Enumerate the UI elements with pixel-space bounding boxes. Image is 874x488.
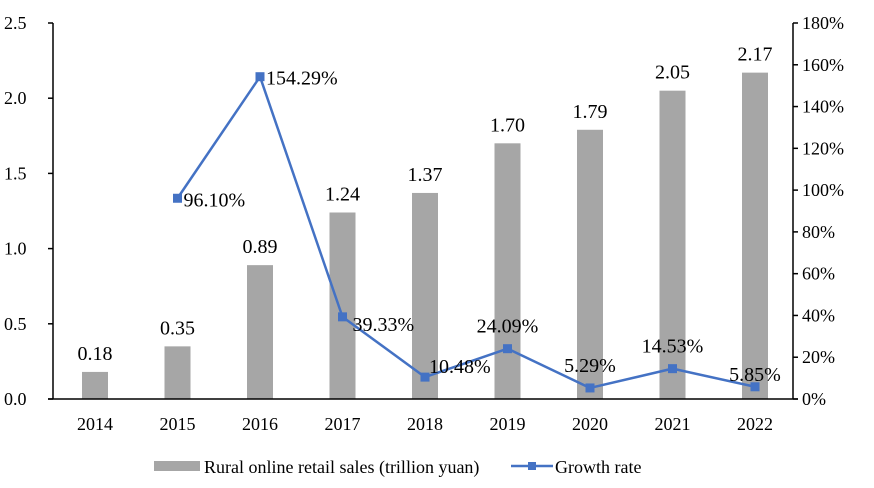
legend-label-line: Growth rate (555, 457, 641, 477)
bar-2015 (164, 346, 191, 399)
bar-label-2021: 2.05 (655, 62, 690, 84)
left-tick-label: 1.0 (4, 239, 27, 259)
axes: 0.0 0.5 1.0 1.5 2.0 2.5 0% 20% 40% 60% 80% 100% 120%… (4, 13, 844, 434)
legend-label-bars: Rural online retail sales (trillion yuan… (204, 457, 479, 478)
bar-series (82, 72, 768, 400)
right-tick-label: 140% (802, 97, 844, 117)
x-tick-label-2022: 2022 (737, 414, 773, 434)
legend-swatch-bars (154, 461, 200, 471)
x-tick-label-2020: 2020 (572, 414, 608, 434)
left-tick-label: 2.0 (4, 88, 27, 108)
line-label-2018: 10.48% (429, 356, 491, 378)
bar-label-2016: 0.89 (243, 236, 278, 258)
right-tick-label: 40% (802, 305, 835, 325)
left-tick-label: 0.0 (4, 389, 27, 409)
line-marker-2015 (173, 193, 182, 203)
line-data-labels: 96.10% 154.29% 39.33% 10.48% 24.09% 5.29% 14.5… (184, 68, 781, 386)
line-marker-2017 (338, 312, 347, 322)
bar-data-labels: 0.18 0.35 0.89 1.24 1.37 1.70 1.79 2.05 2.17 (78, 44, 773, 365)
bar-2022 (742, 72, 768, 399)
line-label-2020: 5.29% (564, 355, 616, 377)
line-series (173, 72, 760, 393)
right-tick-label: 120% (802, 138, 844, 158)
legend: Rural online retail sales (trillion yuan… (154, 457, 641, 478)
line-marker-2018 (420, 372, 430, 382)
right-tick-label: 100% (802, 180, 844, 200)
bar-label-2014: 0.18 (78, 343, 113, 365)
right-tick-label: 160% (802, 55, 844, 75)
growth-rate-line (176, 75, 756, 390)
right-tick-label: 20% (802, 347, 835, 367)
line-label-2019: 24.09% (477, 316, 539, 338)
line-label-2022: 5.85% (729, 364, 781, 386)
bar-2017 (329, 212, 356, 399)
bar-label-2020: 1.79 (573, 101, 608, 123)
right-tick-label: 80% (802, 222, 835, 242)
x-tick-label-2018: 2018 (407, 414, 443, 434)
left-tick-label: 1.5 (4, 163, 27, 183)
right-tick-label: 0% (802, 389, 826, 409)
bar-label-2015: 0.35 (160, 317, 195, 339)
line-marker-2019 (503, 344, 512, 354)
line-marker-2016 (255, 72, 265, 82)
line-label-2015: 96.10% (184, 189, 246, 211)
x-tick-label-2021: 2021 (655, 414, 691, 434)
line-label-2021: 14.53% (642, 336, 704, 358)
x-tick-label-2014: 2014 (77, 414, 113, 434)
legend-marker-line (528, 462, 536, 470)
x-tick-label-2015: 2015 (160, 414, 196, 434)
line-marker-2020 (585, 383, 595, 393)
bar-2020 (577, 129, 603, 399)
bar-2014 (82, 371, 108, 399)
bar-2019 (494, 143, 521, 399)
line-label-2017: 39.33% (353, 314, 415, 336)
right-tick-label: 60% (802, 264, 835, 284)
line-marker-2021 (668, 364, 677, 374)
line-label-2016: 154.29% (266, 68, 338, 90)
bar-2018 (412, 192, 438, 399)
line-marker-2022 (750, 382, 760, 392)
right-tick-label: 180% (802, 13, 844, 33)
bar-2021 (659, 90, 686, 400)
bar-label-2018: 1.37 (408, 164, 443, 186)
x-tick-label-2016: 2016 (242, 414, 278, 434)
bar-2016 (247, 265, 273, 399)
x-tick-label-2019: 2019 (490, 414, 526, 434)
x-tick-label-2017: 2017 (325, 414, 361, 434)
left-tick-label: 2.5 (4, 13, 27, 33)
bar-label-2019: 1.70 (490, 114, 525, 136)
left-tick-label: 0.5 (4, 314, 27, 334)
bar-label-2022: 2.17 (738, 44, 773, 66)
bar-label-2017: 1.24 (325, 184, 360, 206)
